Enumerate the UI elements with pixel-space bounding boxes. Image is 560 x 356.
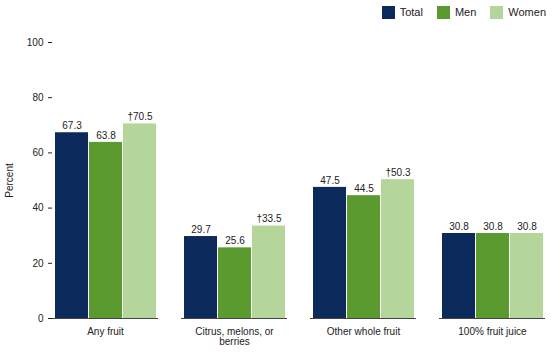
svg-text:30.8: 30.8 [449,221,469,232]
svg-text:†33.5: †33.5 [256,213,281,224]
svg-text:30.8: 30.8 [483,221,503,232]
svg-text:40: 40 [32,202,44,213]
svg-text:30.8: 30.8 [517,221,537,232]
svg-text:67.3: 67.3 [62,120,82,131]
svg-text:60: 60 [32,147,44,158]
svg-text:80: 80 [32,92,44,103]
svg-text:0: 0 [38,313,44,324]
svg-text:44.5: 44.5 [354,183,374,194]
svg-text:63.8: 63.8 [96,130,116,141]
svg-text:Any fruit: Any fruit [87,326,124,337]
svg-text:†50.3: †50.3 [385,167,410,178]
html-text:Women: Women [508,6,546,18]
svg-text:Other whole fruit: Other whole fruit [327,326,401,337]
svg-text:†70.5: †70.5 [127,111,152,122]
svg-text:100% fruit juice: 100% fruit juice [458,326,527,337]
svg-text:25.6: 25.6 [225,235,245,246]
svg-text:29.7: 29.7 [191,224,211,235]
svg-text:Percent: Percent [4,163,15,198]
svg-text:Citrus, melons, orberries: Citrus, melons, orberries [195,326,274,347]
html-text:Men: Men [454,6,477,18]
svg-text:100: 100 [27,37,44,48]
svg-text:47.5: 47.5 [320,175,340,186]
html-text:Total: Total [399,6,423,18]
svg-text:20: 20 [32,258,44,269]
